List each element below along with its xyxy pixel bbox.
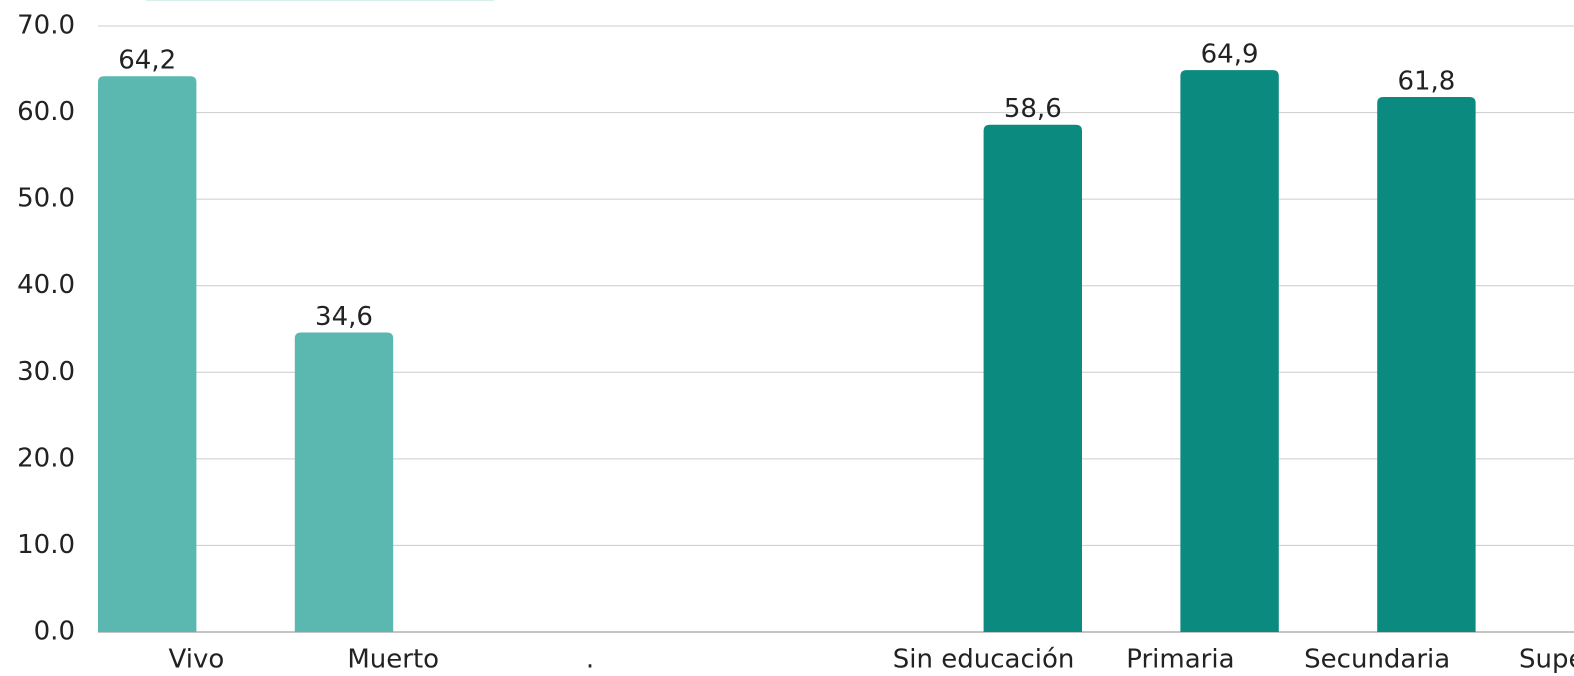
y-tick-label: 0.0 [34,617,75,647]
x-tick-label: Muerto [347,645,439,675]
bar [294,332,394,632]
x-tick-label: Vivo [169,645,225,675]
bar [1377,96,1476,632]
data-label: 61,8 [1397,66,1455,96]
bar [983,124,1082,632]
y-tick-label: 50.0 [17,184,75,214]
y-tick-label: 20.0 [17,443,75,473]
data-label: 58,6 [1004,94,1062,124]
data-label: 64,2 [118,46,176,76]
x-tick-label: Superior [1519,645,1574,675]
x-tick-label: Primaria [1126,645,1234,675]
data-label: 64,9 [1201,40,1259,70]
data-label: 34,6 [315,302,373,332]
bar [1180,70,1279,632]
bar [98,76,197,632]
x-tick-label: Sin educación [893,645,1075,675]
y-tick-label: 30.0 [17,357,75,387]
y-tick-label: 10.0 [17,530,75,560]
x-tick-label: Secundaria [1304,645,1450,675]
y-tick-label: 40.0 [17,270,75,300]
y-tick-label: 60.0 [17,97,75,127]
x-tick-label: . [586,645,594,675]
y-tick-label: 70.0 [17,11,75,41]
legend-fragment [145,0,495,1]
